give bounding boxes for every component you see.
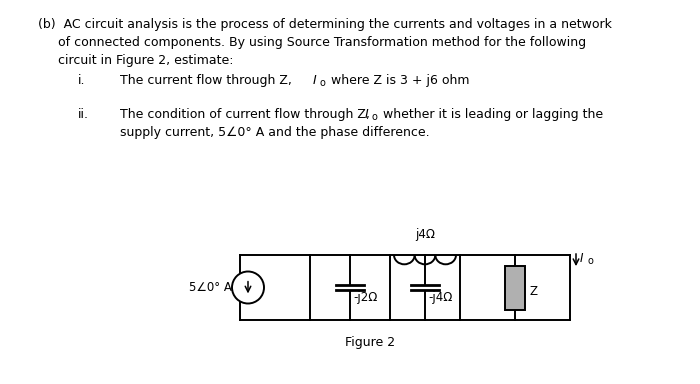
Text: I: I bbox=[580, 252, 584, 265]
Text: o: o bbox=[587, 256, 593, 266]
Text: Z: Z bbox=[529, 285, 537, 298]
Text: i.: i. bbox=[78, 74, 85, 87]
Text: 5∠0° A: 5∠0° A bbox=[189, 281, 232, 294]
Text: o: o bbox=[320, 78, 326, 88]
Circle shape bbox=[232, 271, 264, 303]
Text: ii.: ii. bbox=[78, 108, 89, 121]
Text: Figure 2: Figure 2 bbox=[345, 336, 395, 349]
Text: whether it is leading or lagging the: whether it is leading or lagging the bbox=[379, 108, 603, 121]
Text: (b)  AC circuit analysis is the process of determining the currents and voltages: (b) AC circuit analysis is the process o… bbox=[38, 18, 612, 31]
Text: where Z is 3 + j6 ohm: where Z is 3 + j6 ohm bbox=[327, 74, 470, 87]
Text: o: o bbox=[372, 112, 378, 122]
Text: of connected components. By using Source Transformation method for the following: of connected components. By using Source… bbox=[58, 36, 586, 49]
Text: supply current, 5∠0° A and the phase difference.: supply current, 5∠0° A and the phase dif… bbox=[120, 126, 430, 139]
Bar bbox=[505, 265, 525, 310]
Text: j4Ω: j4Ω bbox=[415, 228, 435, 241]
Text: The condition of current flow through Z,: The condition of current flow through Z, bbox=[120, 108, 374, 121]
Text: -j2Ω: -j2Ω bbox=[353, 291, 377, 303]
Text: -j4Ω: -j4Ω bbox=[428, 291, 452, 303]
Text: I: I bbox=[313, 74, 316, 87]
Text: I: I bbox=[365, 108, 369, 121]
Text: The current flow through Z,: The current flow through Z, bbox=[120, 74, 296, 87]
Text: circuit in Figure 2, estimate:: circuit in Figure 2, estimate: bbox=[58, 54, 234, 67]
